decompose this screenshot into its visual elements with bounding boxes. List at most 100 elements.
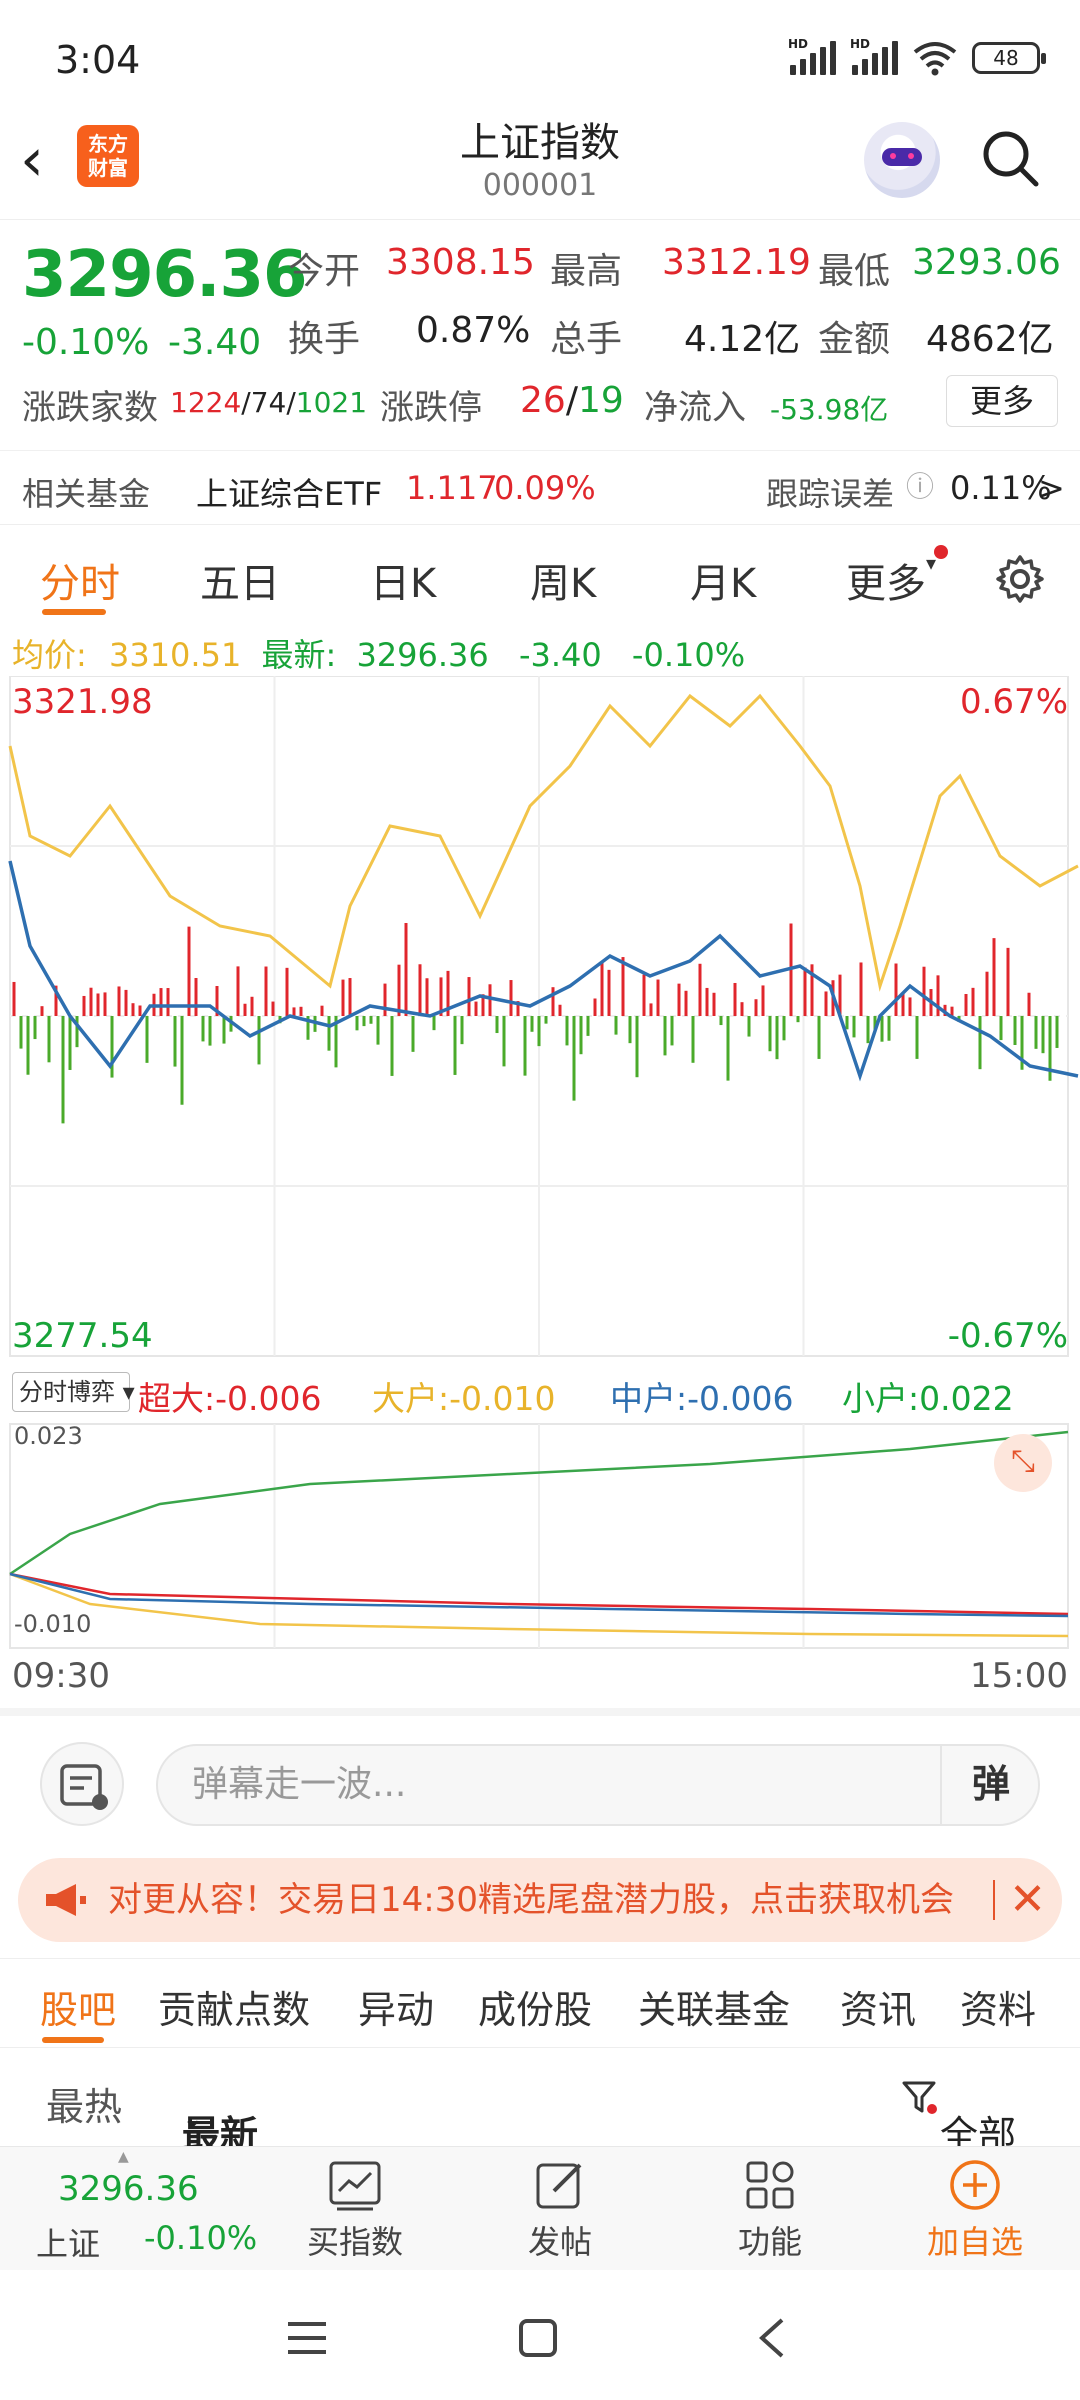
promo-banner[interactable]: 对更从容！交易日14:30精选尾盘潜力股，点击获取机会 ✕	[18, 1858, 1062, 1942]
tab-movement[interactable]: 异动	[358, 1988, 435, 2032]
home-icon[interactable]	[518, 2318, 558, 2358]
app-logo: 东方 财富	[77, 125, 139, 187]
nav-buy-index[interactable]: 买指数	[280, 2147, 430, 2271]
edit-icon	[536, 2163, 582, 2209]
battery-icon: 48	[972, 42, 1046, 74]
tab-intraday[interactable]: 分时	[40, 561, 120, 607]
y-min-label: 3277.54	[12, 1316, 153, 1356]
high-label: 最高	[550, 251, 623, 292]
volume-value: 4.12亿	[684, 319, 801, 360]
y-max-label: 3321.98	[12, 682, 153, 722]
more-button[interactable]: 更多	[946, 375, 1058, 427]
nav-functions[interactable]: 功能	[700, 2147, 840, 2271]
high-value: 3312.19	[662, 242, 811, 283]
track-label: 跟踪误差	[766, 475, 895, 513]
help-icon[interactable]: ⓘ	[906, 470, 935, 503]
open-label: 今开	[288, 251, 361, 292]
content-tabs: 股吧 贡献点数 异动 成份股 关联基金 资讯 资料	[0, 1958, 1080, 2048]
add-circle-icon	[950, 2160, 1000, 2210]
chevron-right-icon: >	[1038, 469, 1065, 507]
danmu-bar: 弹幕走一波... 弹	[0, 1708, 1080, 1838]
tab-guba[interactable]: 股吧	[40, 1988, 117, 2032]
breadth-label: 涨跌家数	[22, 388, 158, 428]
tab-related-funds[interactable]: 关联基金	[638, 1988, 791, 2032]
system-nav	[0, 2270, 1080, 2400]
current-price: 3296.36	[22, 238, 307, 312]
close-icon[interactable]: ✕	[993, 1878, 1046, 1922]
intraday-chart[interactable]: 3321.98 0.67% 3277.54 -0.67% 0.023 -0.01…	[0, 676, 1080, 1706]
fund-price: 1.117	[406, 469, 498, 507]
back-button[interactable]: ‹	[20, 125, 44, 195]
related-fund-row[interactable]: 相关基金 上证综合ETF 1.117 0.09% 跟踪误差 ⓘ 0.11% >	[0, 450, 1080, 525]
flow-line-large	[9, 1572, 1069, 1638]
limit-label: 涨跌停	[380, 388, 482, 428]
flow-min-label: -0.010	[14, 1610, 92, 1638]
page-title: 上证指数	[460, 120, 620, 166]
change-value: -3.40	[168, 322, 262, 363]
pct-max-label: 0.67%	[959, 682, 1068, 722]
tab-constituents[interactable]: 成份股	[478, 1988, 593, 2032]
fund-name: 上证综合ETF	[196, 475, 383, 513]
filter-all[interactable]: 全部	[900, 2076, 1016, 2157]
avg-price-line	[8, 693, 1079, 992]
sort-hot[interactable]: 最热	[46, 2085, 123, 2129]
cell-signal-2-icon: HD	[850, 37, 898, 75]
tab-contribution[interactable]: 贡献点数	[158, 1988, 311, 2032]
search-icon[interactable]	[980, 128, 1040, 188]
breadth-values: 1224/74/1021	[170, 386, 368, 419]
app-header: 上证指数 000001 ‹ 东方 财富	[0, 110, 1080, 220]
megaphone-icon	[46, 1884, 86, 1916]
tab-5day[interactable]: 五日	[200, 561, 280, 607]
tab-weekly-k[interactable]: 周K	[530, 561, 597, 607]
index-mini-quote[interactable]: ▲ 3296.36 上证 -0.10%	[36, 2149, 258, 2263]
clock: 3:04	[55, 38, 141, 82]
settings-gear-icon[interactable]	[994, 553, 1046, 605]
last-value: 3296.36	[356, 636, 489, 674]
tab-daily-k[interactable]: 日K	[370, 561, 437, 607]
danmu-toggle-button[interactable]: 弹	[940, 1744, 1040, 1826]
danmu-input[interactable]: 弹幕走一波...	[156, 1744, 1040, 1826]
nav-post[interactable]: 发帖	[490, 2147, 630, 2271]
time-axis: 09:30 15:00	[0, 1652, 1080, 1702]
cell-signal-icon: HD	[788, 37, 836, 75]
netflow-value: -53.98亿	[770, 393, 889, 426]
netflow-label: 净流入	[644, 388, 746, 428]
last-change: -3.40	[518, 636, 602, 674]
fund-pct: 0.09%	[494, 469, 596, 507]
flow-legend: 分时博弈 ▾ 超大:-0.006 大户:-0.010 中户:-0.006 小户:…	[0, 1368, 1080, 1418]
low-label: 最低	[818, 251, 891, 292]
danmu-settings-icon[interactable]	[40, 1742, 124, 1826]
flow-line-super	[9, 1572, 1069, 1616]
tab-more[interactable]: 更多▾	[846, 551, 937, 607]
flow-selector[interactable]: 分时博弈 ▾	[12, 1372, 135, 1412]
open-value: 3308.15	[386, 242, 535, 283]
legend-mid: 中户:-0.006	[610, 1379, 794, 1418]
time-end: 15:00	[970, 1656, 1068, 1696]
avg-value: 3310.51	[108, 636, 242, 674]
wifi-icon	[913, 42, 957, 76]
status-bar: 3:04 HD HD 48	[0, 0, 1080, 110]
assistant-avatar[interactable]	[864, 122, 940, 198]
time-start: 09:30	[12, 1656, 110, 1696]
expand-icon[interactable]: ⤡	[994, 1434, 1052, 1492]
low-value: 3293.06	[912, 242, 1061, 283]
menu-icon[interactable]	[286, 2320, 328, 2356]
nav-add-watchlist[interactable]: 加自选	[900, 2147, 1050, 2271]
change-pct: -0.10%	[22, 322, 150, 363]
tab-profile[interactable]: 资料	[960, 1988, 1037, 2032]
flow-line-mid	[9, 1572, 1069, 1618]
stock-code: 000001	[482, 168, 598, 203]
amount-value: 4862亿	[926, 319, 1054, 360]
active-tab-underline	[42, 2037, 104, 2043]
filter-icon	[902, 2081, 937, 2114]
volume-label: 总手	[550, 319, 623, 360]
back-nav-icon[interactable]	[756, 2316, 786, 2360]
flow-line-small	[9, 1430, 1069, 1576]
chart-canvas	[8, 676, 1079, 1649]
tab-monthly-k[interactable]: 月K	[690, 561, 757, 607]
last-pct: -0.10%	[631, 636, 746, 674]
grid-icon	[746, 2161, 794, 2209]
avg-price-bar: 均价: 3310.51 最新: 3296.36 -3.40 -0.10%	[12, 636, 746, 674]
tab-news[interactable]: 资讯	[840, 1988, 917, 2032]
bottom-nav: ▲ 3296.36 上证 -0.10% 买指数 发帖 功能 加自选	[0, 2146, 1080, 2270]
